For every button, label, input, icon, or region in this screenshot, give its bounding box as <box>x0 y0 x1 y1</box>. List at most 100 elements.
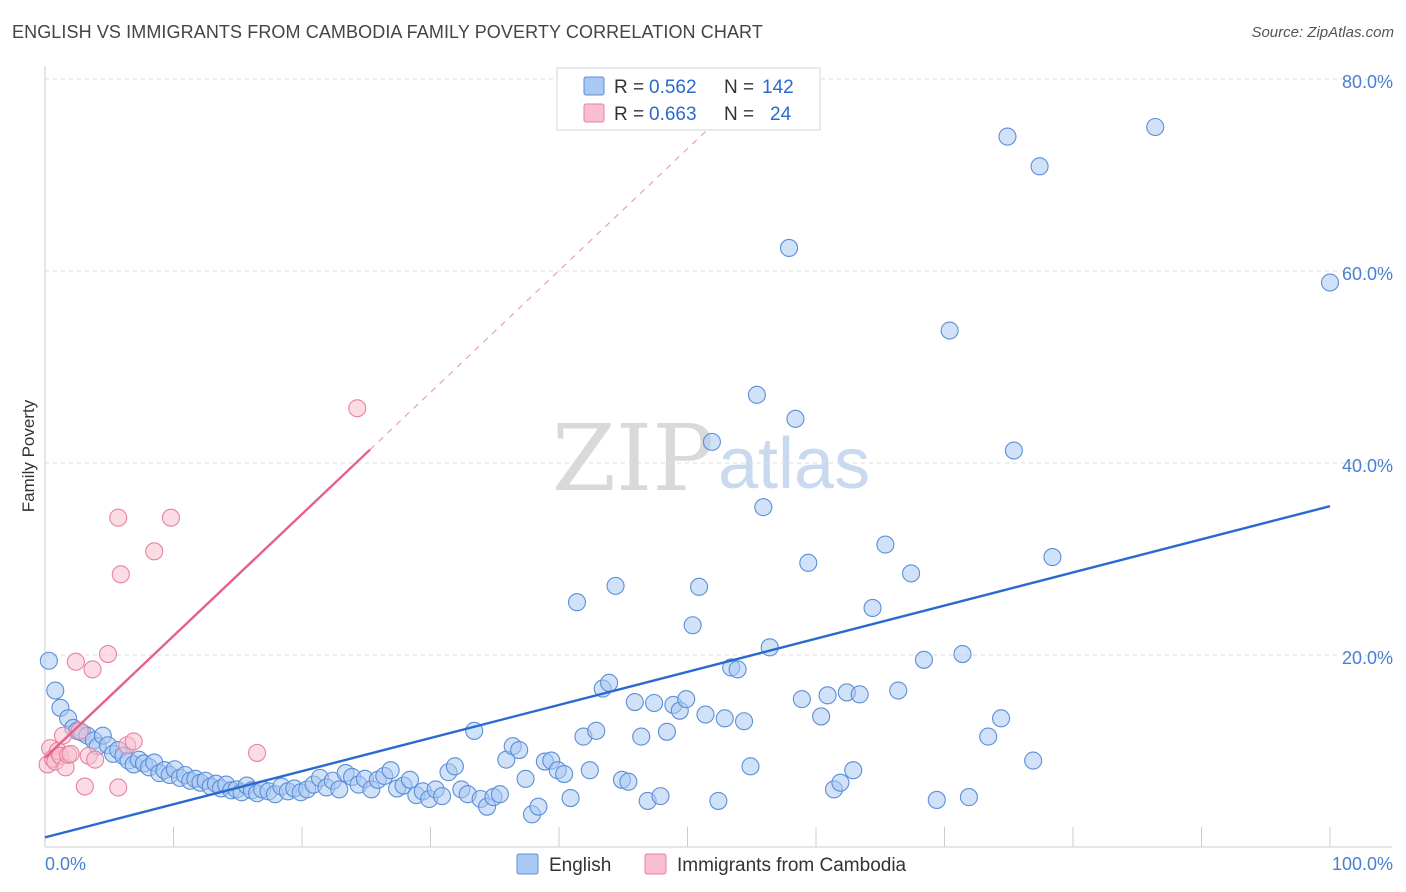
english-point <box>818 686 837 705</box>
english-point <box>561 788 580 808</box>
cambodia-point <box>109 508 128 527</box>
legend-r-value-english: 0.562 <box>649 77 697 98</box>
english-point <box>799 553 818 572</box>
english-point <box>46 681 65 700</box>
x-tick-label: 0.0% <box>45 854 86 874</box>
english-point <box>979 727 998 746</box>
english-point <box>445 757 464 776</box>
source-label: Source: ZipAtlas.com <box>1251 24 1394 41</box>
cambodia-point <box>109 778 128 797</box>
english-point <box>953 644 972 664</box>
legend-r-label-cambodia: R = <box>614 104 644 125</box>
english-point <box>632 727 651 746</box>
bottom-legend-label-english: English <box>549 855 611 876</box>
english-point <box>850 685 869 704</box>
english-point <box>728 660 747 679</box>
cambodia-point <box>124 732 143 751</box>
cambodia-point <box>348 399 367 418</box>
english-point <box>516 769 535 788</box>
english-point <box>709 791 728 810</box>
english-point <box>490 785 509 804</box>
english-point <box>1320 273 1340 292</box>
english-point <box>914 650 933 669</box>
cambodia-point <box>53 726 73 745</box>
english-point <box>381 761 400 780</box>
cambodia-point <box>145 542 164 561</box>
english-point <box>889 681 908 700</box>
series-legend: English Immigrants from Cambodia <box>516 853 907 876</box>
english-point <box>831 773 850 792</box>
y-tick-label: 60.0% <box>1342 264 1393 284</box>
english-point <box>715 709 734 728</box>
english-point <box>876 535 895 554</box>
trend-lines <box>44 87 1331 839</box>
watermark: ZIP atlas <box>552 405 870 512</box>
cambodia-point <box>98 644 118 664</box>
english-point <box>812 707 831 726</box>
chart-title: ENGLISH VS IMMIGRANTS FROM CAMBODIA FAMI… <box>12 22 763 42</box>
english-point <box>690 577 709 596</box>
english-point <box>998 127 1017 146</box>
english-point <box>1024 751 1043 770</box>
cambodia-point <box>161 508 180 527</box>
english-point <box>1004 441 1023 460</box>
english-point <box>959 788 978 807</box>
english-point <box>786 409 805 428</box>
axes <box>44 66 1392 848</box>
english-point <box>747 385 766 404</box>
english-point <box>844 761 863 780</box>
english-point <box>1146 117 1165 137</box>
cambodia-point <box>247 743 267 762</box>
english-point <box>606 576 625 595</box>
english-point <box>734 712 754 731</box>
cambodia-point <box>61 744 80 763</box>
english-point <box>625 692 644 712</box>
cambodia-trend-extension <box>369 87 753 450</box>
cambodia-point <box>86 750 105 769</box>
english-point <box>555 764 574 784</box>
english-point <box>677 690 696 709</box>
legend-n-value-cambodia: 24 <box>770 104 792 125</box>
english-point <box>991 709 1011 728</box>
legend-r-label-english: R = <box>614 77 644 98</box>
cambodia-point <box>83 660 102 679</box>
cambodia-point <box>70 721 89 740</box>
grid-lines <box>45 78 1392 656</box>
english-point <box>645 693 664 713</box>
legend-swatch-english <box>583 76 605 96</box>
english-point <box>587 721 606 740</box>
legend-swatch-cambodia <box>583 103 605 123</box>
english-point <box>1030 157 1049 176</box>
english-point <box>702 432 721 451</box>
english-point <box>567 593 587 612</box>
english-point <box>902 564 921 583</box>
english-point <box>651 787 670 806</box>
english-point <box>657 722 676 741</box>
legend-n-label-cambodia: N = <box>724 104 754 125</box>
x-tick-label: 100.0% <box>1332 854 1393 874</box>
english-point <box>683 616 702 635</box>
english-point <box>529 797 548 816</box>
english-point <box>754 498 773 517</box>
english-point <box>400 770 419 789</box>
english-point <box>619 772 638 791</box>
cambodia-point <box>111 565 130 584</box>
english-point <box>696 705 715 724</box>
y-tick-labels: 20.0% 40.0% 60.0% 80.0% <box>1342 72 1393 668</box>
english-point <box>580 761 599 780</box>
cambodia-point <box>66 652 85 671</box>
english-point <box>39 651 58 670</box>
legend-r-value-cambodia: 0.663 <box>649 104 697 125</box>
bottom-legend-swatch-english <box>516 853 539 875</box>
english-point <box>600 673 619 692</box>
english-point <box>792 690 811 709</box>
english-point <box>927 790 946 810</box>
english-trend-line <box>44 505 1331 839</box>
english-point <box>1043 548 1062 567</box>
english-point <box>433 787 452 806</box>
cambodia-trend-line <box>44 448 371 759</box>
y-tick-label: 40.0% <box>1342 456 1393 476</box>
english-point <box>863 598 882 618</box>
bottom-legend-label-cambodia: Immigrants from Cambodia <box>677 855 907 876</box>
